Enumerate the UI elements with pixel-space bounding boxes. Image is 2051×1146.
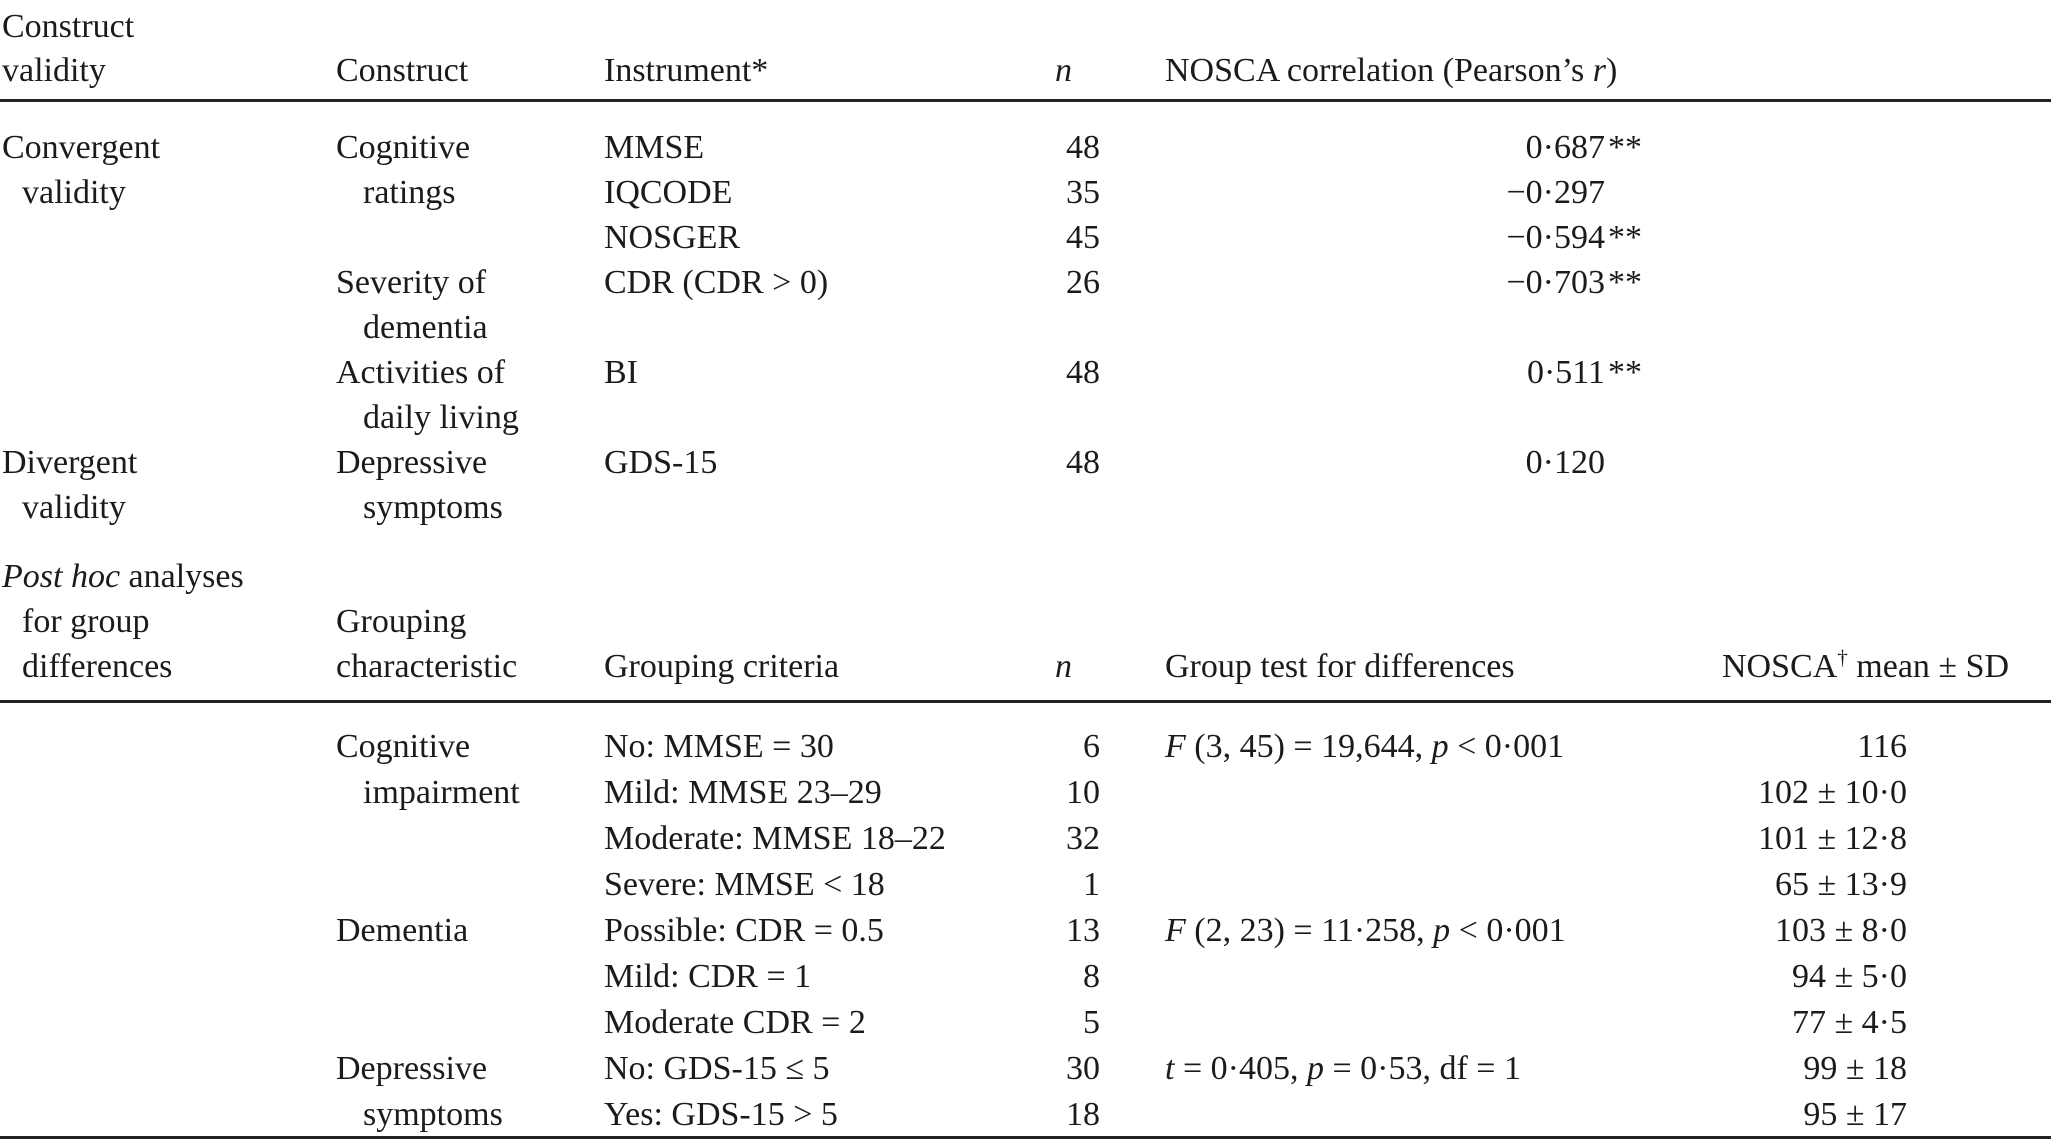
s2-test-ftest1: F (3, 45) = 19,644, p < 0·001 (1165, 728, 1565, 765)
s2-criteria-no-gds: No: GDS-15 ≤ 5 (604, 1050, 830, 1087)
s2-n-mild-mmse: 10 (1066, 774, 1100, 811)
s1-r-gds15: 0·120 (1525, 444, 1605, 481)
s2-test-ttest: t = 0·405, p = 0·53, df = 1 (1165, 1050, 1521, 1087)
s1-n-nosger: 45 (1066, 219, 1100, 256)
s1-n-cdr: 26 (1066, 264, 1100, 301)
s1-instrument-mmse: MMSE (604, 129, 705, 166)
s2-n-mild-cdr: 8 (1083, 958, 1100, 995)
s1-construct-dementia-line2: dementia (363, 309, 488, 346)
s1-construct-depressive: Depressive (336, 444, 488, 481)
s2-criteria-yes-gds: Yes: GDS-15 > 5 (604, 1096, 838, 1133)
s2-n-moderate-mmse: 32 (1066, 820, 1100, 857)
s1-validity-divergent-line2: validity (22, 489, 126, 526)
s1-header-construct: Construct (336, 52, 469, 89)
s2-n-moderate-cdr: 5 (1083, 1004, 1100, 1041)
s1-instrument-cdr: CDR (CDR > 0) (604, 264, 829, 301)
s2-char-depressive: Depressive (336, 1050, 488, 1087)
s1-construct-adl-line2: daily living (363, 399, 519, 436)
s2-criteria-moderate-cdr: Moderate CDR = 2 (604, 1004, 866, 1041)
rule-bottom (0, 1136, 2051, 1139)
s1-instrument-iqcode: IQCODE (604, 174, 733, 211)
s1-sig-nosger: ** (1608, 219, 1642, 256)
s1-validity-divergent: Divergent (2, 444, 138, 481)
s2-mean-77: 77 ± 4·5 (1792, 1004, 1907, 1041)
s2-mean-95: 95 ± 17 (1803, 1096, 1907, 1133)
s1-instrument-gds15: GDS-15 (604, 444, 718, 481)
s1-validity-convergent: Convergent (2, 129, 161, 166)
s1-instrument-bi: BI (604, 354, 638, 391)
s2-mean-101: 101 ± 12·8 (1758, 820, 1907, 857)
s2-mean-102: 102 ± 10·0 (1758, 774, 1907, 811)
s2-header-nosca-mean: NOSCA† mean ± SD (1722, 645, 2010, 685)
s2-test-ftest2: F (2, 23) = 11·258, p < 0·001 (1165, 912, 1566, 949)
rule-under-header-2 (0, 700, 2051, 703)
s1-r-nosger: −0·594 (1506, 219, 1606, 256)
s2-char-dementia: Dementia (336, 912, 469, 949)
s2-n-possible-cdr: 13 (1066, 912, 1100, 949)
s1-validity-convergent-line2: validity (22, 174, 126, 211)
s1-construct-ratings: ratings (363, 174, 456, 211)
s2-mean-99: 99 ± 18 (1803, 1050, 1907, 1087)
s1-sig-bi: ** (1608, 354, 1642, 391)
s2-mean-116: 116 (1857, 728, 1907, 765)
s2-header-characteristic: characteristic (336, 648, 518, 685)
s2-criteria-moderate-mmse: Moderate: MMSE 18–22 (604, 820, 946, 857)
s2-header-grouptest: Group test for differences (1165, 648, 1515, 685)
s2-header-n: n (1055, 648, 1072, 685)
s2-n-severe-mmse: 1 (1083, 866, 1100, 903)
s2-char-impairment: impairment (363, 774, 520, 811)
s2-mean-94: 94 ± 5·0 (1792, 958, 1907, 995)
s1-r-bi: 0·511 (1526, 354, 1605, 391)
s1-header-instrument: Instrument* (604, 52, 769, 89)
rule-under-header-1 (0, 99, 2051, 102)
s1-header-col1-line2: validity (2, 52, 106, 89)
s2-criteria-possible-cdr: Possible: CDR = 0.5 (604, 912, 884, 949)
s1-header-nosca-correlation: NOSCA correlation (Pearson’s r) (1165, 52, 1618, 89)
s2-header-posthoc: Post hoc analyses (2, 558, 244, 595)
s1-header-col1-line1: Construct (2, 8, 135, 45)
s1-sig-mmse: ** (1608, 129, 1642, 166)
s1-construct-severity: Severity of (336, 264, 487, 301)
s1-n-gds15: 48 (1066, 444, 1100, 481)
s2-n-yes-gds: 18 (1066, 1096, 1100, 1133)
s2-n-mmse30: 6 (1083, 728, 1100, 765)
s2-mean-103: 103 ± 8·0 (1775, 912, 1907, 949)
s2-n-no-gds: 30 (1066, 1050, 1100, 1087)
s1-r-cdr: −0·703 (1506, 264, 1606, 301)
s1-n-mmse: 48 (1066, 129, 1100, 166)
s2-criteria-severe-mmse: Severe: MMSE < 18 (604, 866, 885, 903)
s1-construct-depressive-line2: symptoms (363, 489, 503, 526)
s1-construct-cognitive: Cognitive (336, 129, 471, 166)
s1-r-mmse: 0·687 (1525, 129, 1605, 166)
s2-mean-65: 65 ± 13·9 (1775, 866, 1907, 903)
s2-header-criteria: Grouping criteria (604, 648, 840, 685)
s2-criteria-mmse30: No: MMSE = 30 (604, 728, 834, 765)
s2-header-forgroup: for group (22, 603, 150, 640)
s2-char-symptoms: symptoms (363, 1096, 503, 1133)
s1-n-bi: 48 (1066, 354, 1100, 391)
s2-char-cognitive: Cognitive (336, 728, 471, 765)
s1-header-n: n (1055, 52, 1072, 89)
s1-r-iqcode: −0·297 (1506, 174, 1606, 211)
s1-sig-cdr: ** (1608, 264, 1642, 301)
s1-instrument-nosger: NOSGER (604, 219, 741, 256)
s2-header-grouping: Grouping (336, 603, 467, 640)
s1-construct-adl: Activities of (336, 354, 506, 391)
s2-criteria-mild-cdr: Mild: CDR = 1 (604, 958, 812, 995)
s2-criteria-mild-mmse: Mild: MMSE 23–29 (604, 774, 882, 811)
s1-n-iqcode: 35 (1066, 174, 1100, 211)
s2-header-differences: differences (22, 648, 173, 685)
